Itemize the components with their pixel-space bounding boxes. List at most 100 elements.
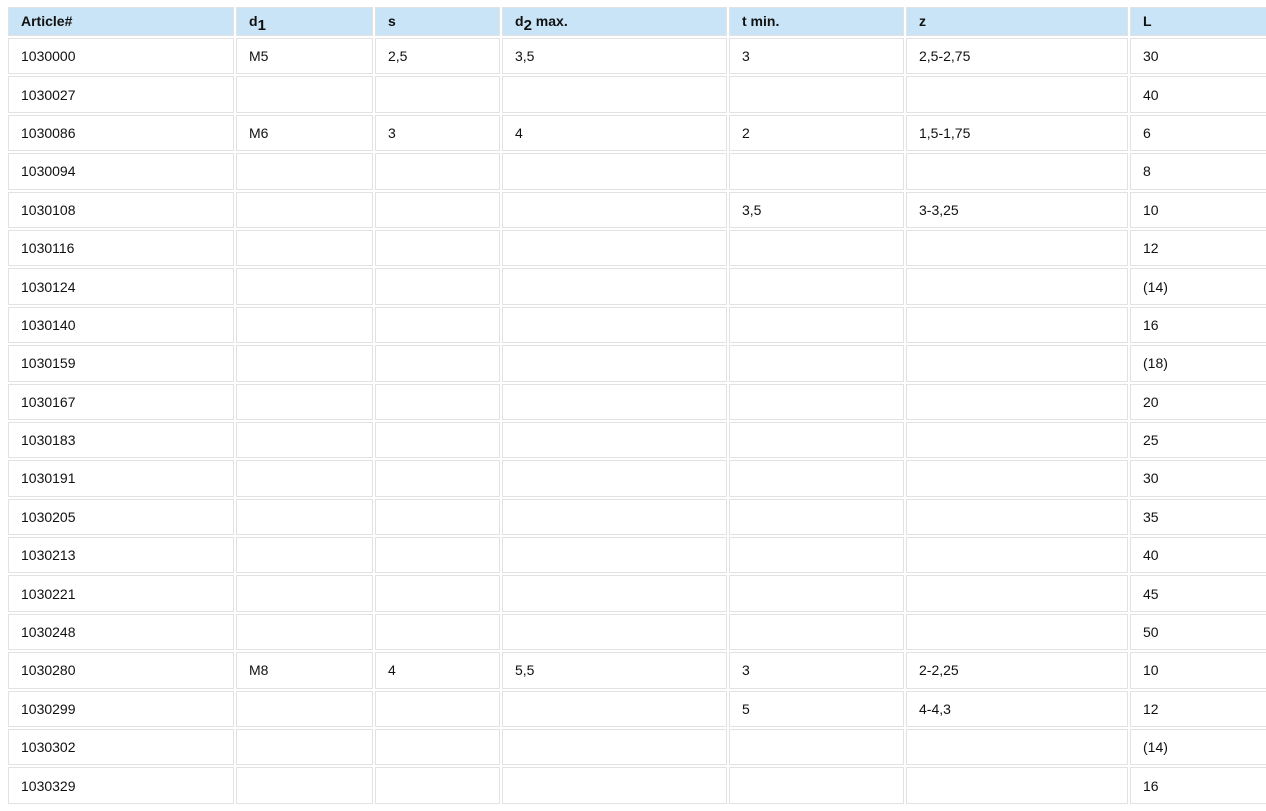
cell-d2-max	[502, 498, 727, 536]
cell-t-min	[729, 498, 904, 536]
cell-article: 1030094	[8, 153, 234, 190]
cell-z: 4-4,3	[906, 690, 1128, 728]
cell-l: 50	[1130, 613, 1266, 651]
header-label: d	[515, 13, 524, 29]
column-header-l: L	[1130, 7, 1266, 36]
cell-d1	[236, 767, 373, 804]
header-label: L	[1143, 13, 1152, 29]
article-table: Article# d1 s d2 max. t min. z L 1030000 M5 2,5 3…	[6, 5, 1266, 806]
cell-d2-max	[502, 76, 727, 113]
cell-l: 16	[1130, 767, 1266, 804]
cell-t-min	[729, 729, 904, 766]
cell-l: 40	[1130, 76, 1266, 113]
cell-z	[906, 575, 1128, 612]
cell-s	[375, 191, 500, 228]
cell-s	[375, 690, 500, 728]
cell-d2-max	[502, 575, 727, 612]
cell-z	[906, 76, 1128, 113]
cell-s	[375, 498, 500, 536]
cell-d2-max	[502, 268, 727, 305]
cell-z	[906, 767, 1128, 804]
cell-s	[375, 229, 500, 267]
cell-t-min: 3	[729, 38, 904, 75]
table-row: 1030108 3,5 3-3,25 10	[8, 191, 1266, 228]
cell-d2-max: 5,5	[502, 652, 727, 689]
cell-article: 1030213	[8, 537, 234, 574]
header-label: d	[249, 13, 258, 29]
cell-d2-max	[502, 613, 727, 651]
cell-d1	[236, 690, 373, 728]
cell-article: 1030183	[8, 421, 234, 459]
header-label: z	[919, 13, 926, 29]
cell-d1	[236, 76, 373, 113]
cell-article: 1030086	[8, 114, 234, 152]
cell-article: 1030124	[8, 268, 234, 305]
cell-z	[906, 268, 1128, 305]
table-row: 1030116 12	[8, 229, 1266, 267]
cell-z	[906, 460, 1128, 497]
cell-l: 16	[1130, 306, 1266, 344]
cell-t-min: 3,5	[729, 191, 904, 228]
cell-s: 4	[375, 652, 500, 689]
cell-d2-max: 4	[502, 114, 727, 152]
cell-t-min: 2	[729, 114, 904, 152]
cell-t-min	[729, 306, 904, 344]
cell-s	[375, 76, 500, 113]
cell-article: 1030116	[8, 229, 234, 267]
cell-l: 10	[1130, 191, 1266, 228]
cell-d2-max	[502, 767, 727, 804]
cell-z	[906, 729, 1128, 766]
table-row: 1030167 20	[8, 383, 1266, 420]
cell-t-min	[729, 153, 904, 190]
cell-article: 1030205	[8, 498, 234, 536]
cell-t-min	[729, 76, 904, 113]
cell-t-min	[729, 537, 904, 574]
cell-l: 6	[1130, 114, 1266, 152]
cell-article: 1030248	[8, 613, 234, 651]
cell-d2-max	[502, 537, 727, 574]
cell-d2-max	[502, 191, 727, 228]
cell-d2-max	[502, 729, 727, 766]
cell-d1	[236, 575, 373, 612]
cell-s	[375, 613, 500, 651]
cell-l: 12	[1130, 690, 1266, 728]
table-row: 1030183 25	[8, 421, 1266, 459]
cell-d2-max	[502, 345, 727, 382]
cell-t-min	[729, 268, 904, 305]
table-row: 1030302 (14)	[8, 729, 1266, 766]
cell-l: (14)	[1130, 729, 1266, 766]
table-row: 1030248 50	[8, 613, 1266, 651]
cell-z: 3-3,25	[906, 191, 1128, 228]
cell-d1	[236, 229, 373, 267]
cell-t-min	[729, 767, 904, 804]
cell-t-min	[729, 345, 904, 382]
cell-d1	[236, 498, 373, 536]
table-row: 1030124 (14)	[8, 268, 1266, 305]
cell-s	[375, 460, 500, 497]
column-header-s: s	[375, 7, 500, 36]
cell-article: 1030108	[8, 191, 234, 228]
cell-d2-max: 3,5	[502, 38, 727, 75]
cell-l: 35	[1130, 498, 1266, 536]
cell-d1	[236, 421, 373, 459]
header-label: s	[388, 13, 396, 29]
cell-article: 1030299	[8, 690, 234, 728]
table-row: 1030140 16	[8, 306, 1266, 344]
header-label: t min.	[742, 13, 780, 29]
cell-l: 30	[1130, 460, 1266, 497]
cell-z	[906, 498, 1128, 536]
cell-l: 8	[1130, 153, 1266, 190]
table-row: 1030299 5 4-4,3 12	[8, 690, 1266, 728]
cell-article: 1030000	[8, 38, 234, 75]
cell-t-min	[729, 460, 904, 497]
column-header-article: Article#	[8, 7, 234, 36]
cell-z: 2-2,25	[906, 652, 1128, 689]
cell-d1	[236, 613, 373, 651]
table-row: 1030329 16	[8, 767, 1266, 804]
cell-t-min: 5	[729, 690, 904, 728]
cell-s	[375, 421, 500, 459]
table-row: 1030213 40	[8, 537, 1266, 574]
cell-s	[375, 575, 500, 612]
header-label: Article#	[21, 13, 73, 29]
cell-z	[906, 153, 1128, 190]
